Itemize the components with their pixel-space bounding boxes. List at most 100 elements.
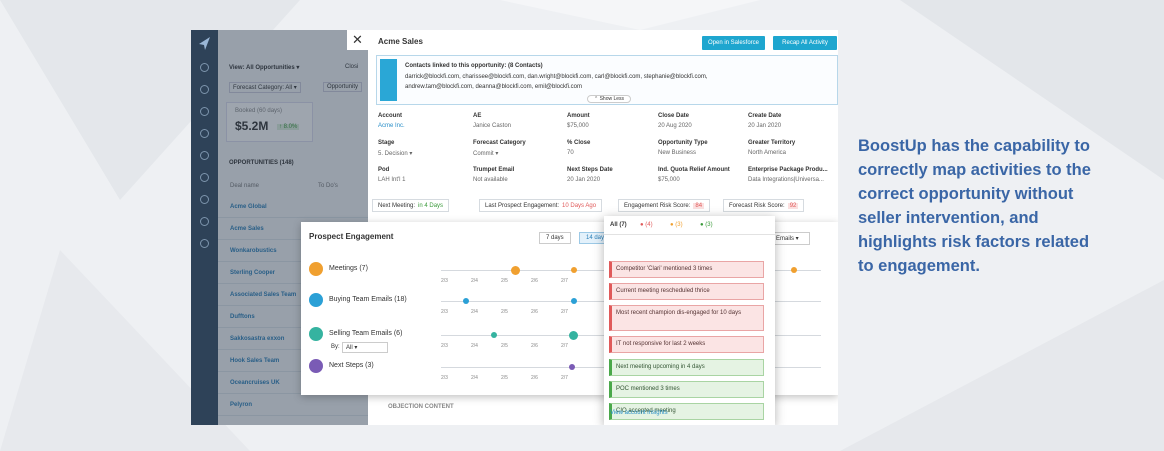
engagement-title: Prospect Engagement [309,232,394,241]
date-tick: 2/7 [561,375,568,381]
event-dot[interactable] [511,265,520,275]
deal-name: Wonkarobustics [230,248,277,254]
tabs: All (7) ● (4) ● (3) ● (3) [604,216,775,235]
field-label: Account [378,113,402,119]
chip: Next Meeting: in 4 Days [372,199,450,212]
list-row[interactable]: Wonkarobustics [218,241,368,262]
event-dot[interactable] [571,298,577,304]
field-label: AE [473,113,482,119]
row-label: Selling Team Emails (6) [329,330,403,337]
caption-line: highlights risk factors related [858,233,1090,251]
tab[interactable]: ● (4) [640,222,653,228]
tab[interactable]: All (7) [610,222,627,228]
by-select[interactable]: All ▾ [342,342,389,353]
date-tick: 2/7 [561,343,568,349]
row-label: Next Steps (3) [329,362,374,369]
tab[interactable]: ● (3) [700,222,713,228]
caption: BoostUp has the capability to correctly m… [858,134,1091,278]
chip-value: 84 [693,203,705,209]
insights-popup: All (7) ● (4) ● (3) ● (3) Competitor 'Clari… [604,216,775,425]
field-value: 70 [567,150,574,156]
nav-icon[interactable] [200,85,209,94]
nav-icon[interactable] [200,217,209,226]
date-tick: 2/3 [441,375,448,381]
insights-link[interactable]: View account insights [610,410,668,416]
show-less[interactable]: ⌃ Show Less [587,95,632,103]
detail-title: Acme Sales [378,37,423,46]
event-dot[interactable] [569,364,575,370]
row-label: Meetings (7) [329,265,368,272]
list-row[interactable]: Sterling Cooper [218,263,368,284]
chip-label: Engagement Risk Score: [624,203,691,209]
chip-label: Last Prospect Engagement: [485,203,560,209]
list-row[interactable]: Hook Sales Team [218,351,368,372]
chip: Last Prospect Engagement: 10 Days Ago [479,199,603,212]
closing-select[interactable]: Closi [345,64,359,70]
date-tick: 2/4 [471,309,478,315]
field-label: Forecast Category [473,140,526,146]
date-tick: 2/4 [471,343,478,349]
button[interactable]: Recap All Activity [773,36,837,50]
contacts-line: andrew.tam@blockfi.com, deanna@blockfi.c… [405,84,583,90]
list-row[interactable]: Sakkosastra exxon [218,329,368,350]
nav-icon[interactable] [200,129,209,138]
field-label: Greater Territory [748,140,796,146]
field-label: Stage [378,140,395,146]
sidebar [191,30,218,425]
field-label: % Close [567,140,591,146]
event-dot[interactable] [491,332,497,338]
field-value: 20 Aug 2020 [658,123,692,129]
emails-icon [309,293,323,307]
chip: Forecast Risk Score: 92 [723,199,805,212]
event-dot[interactable] [569,330,578,340]
booked-change: ↑ 8.0% [277,124,300,130]
list-row[interactable]: Pelyron [218,395,368,416]
field-value: $75,000 [567,123,589,129]
app-screenshot: View: All Opportunities ▾ Closi Forecast… [191,30,838,425]
caption-line: to engagement. [858,257,980,275]
nav-icon[interactable] [200,239,209,248]
field-value: LAH Int'l 1 [378,177,406,183]
date-tick: 2/5 [501,278,508,284]
chip-label: Next Meeting: [378,203,416,209]
booked-value: $5.2M [235,119,269,133]
caption-line: correctly map activities to the [858,161,1091,179]
list-row[interactable]: Acme Sales [218,219,368,240]
field-value: New Business [658,150,697,156]
date-tick: 2/4 [471,375,478,381]
date-tick: 2/3 [441,309,448,315]
view-select[interactable]: View: All Opportunities ▾ [229,65,300,71]
filter-select[interactable]: Emails ▾ [771,232,810,245]
deal-name: Acme Global [230,204,267,210]
range-button[interactable]: 7 days [539,232,571,244]
event-dot[interactable] [571,267,577,273]
nav-icon[interactable] [200,195,209,204]
caption-line: correct opportunity without [858,185,1074,203]
positive-item: Next meeting upcoming in 4 days [609,359,764,376]
nav-icon[interactable] [200,107,209,116]
risk-item: IT not responsive for last 2 weeks [609,336,764,353]
event-dot[interactable] [791,267,797,273]
nav-icon[interactable] [200,173,209,182]
close-button[interactable]: ✕ [347,30,368,50]
list-row[interactable]: Oceancruises UK [218,373,368,394]
field-label: Pod [378,167,390,173]
field-label: Enterprise Package Produ... [748,167,828,173]
list-row[interactable]: Acme Global [218,197,368,218]
forecast-select[interactable]: Forecast Category: All ▾ [229,82,301,93]
field-label: Trumpet Email [473,167,515,173]
date-tick: 2/5 [501,309,508,315]
nav-icon[interactable] [200,63,209,72]
risk-item: Competitor 'Clari' mentioned 3 times [609,261,764,278]
tab[interactable]: ● (3) [670,222,683,228]
button[interactable]: Open in Salesforce [702,36,765,50]
field-label: Opportunity Type [658,140,708,146]
event-dot[interactable] [463,298,469,304]
opportunity-select[interactable]: Opportunity [323,82,363,92]
field-value: Data Integrations|Universa... [748,177,824,183]
list-row[interactable]: Dufftons [218,307,368,328]
list-row[interactable]: Associated Sales Team [218,285,368,306]
date-tick: 2/6 [531,375,538,381]
field-value: 20 Jan 2020 [567,177,601,183]
nav-icon[interactable] [200,151,209,160]
